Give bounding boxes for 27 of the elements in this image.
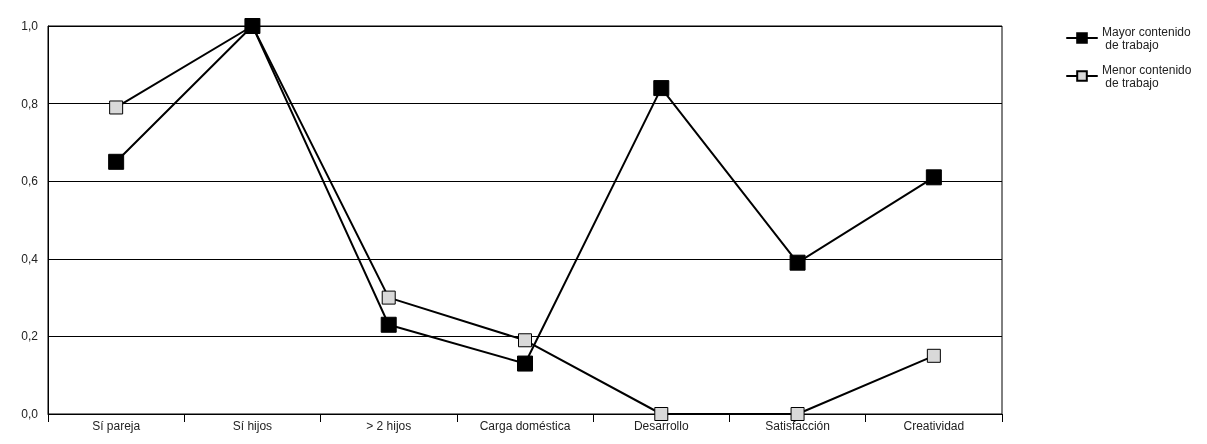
point — [381, 290, 396, 305]
point — [925, 169, 942, 186]
y-tick-label: 0,6 — [21, 174, 39, 189]
point — [108, 153, 125, 170]
point — [789, 254, 806, 271]
x-tick-label: Sí pareja — [92, 419, 141, 433]
y-tick-label: 0,0 — [21, 407, 39, 421]
point — [380, 316, 397, 333]
point — [109, 100, 124, 115]
x-tick-label: Sí hijos — [232, 419, 273, 433]
x-tick-label: > 2 hijos — [366, 419, 412, 433]
point — [518, 333, 532, 348]
point — [790, 407, 805, 421]
x-tick-label: Desarrollo — [633, 419, 689, 433]
x-tick-label: Creatividad — [903, 419, 965, 433]
x-tick-label: Carga doméstica — [479, 419, 571, 433]
y-tick-label: 0,8 — [21, 96, 39, 111]
legend-label: Menor contenido de trabajo — [1102, 62, 1192, 90]
point — [654, 407, 669, 421]
point — [653, 80, 670, 97]
x-tick-label: Satisfacción — [765, 419, 830, 433]
y-tick-label: 0,4 — [21, 251, 39, 266]
y-tick-label: 0,2 — [21, 329, 39, 344]
legend-label: Mayor contenido de trabajo — [1102, 24, 1192, 52]
point — [926, 348, 941, 363]
point — [517, 355, 533, 372]
y-tick-label: 1,0 — [21, 19, 39, 33]
